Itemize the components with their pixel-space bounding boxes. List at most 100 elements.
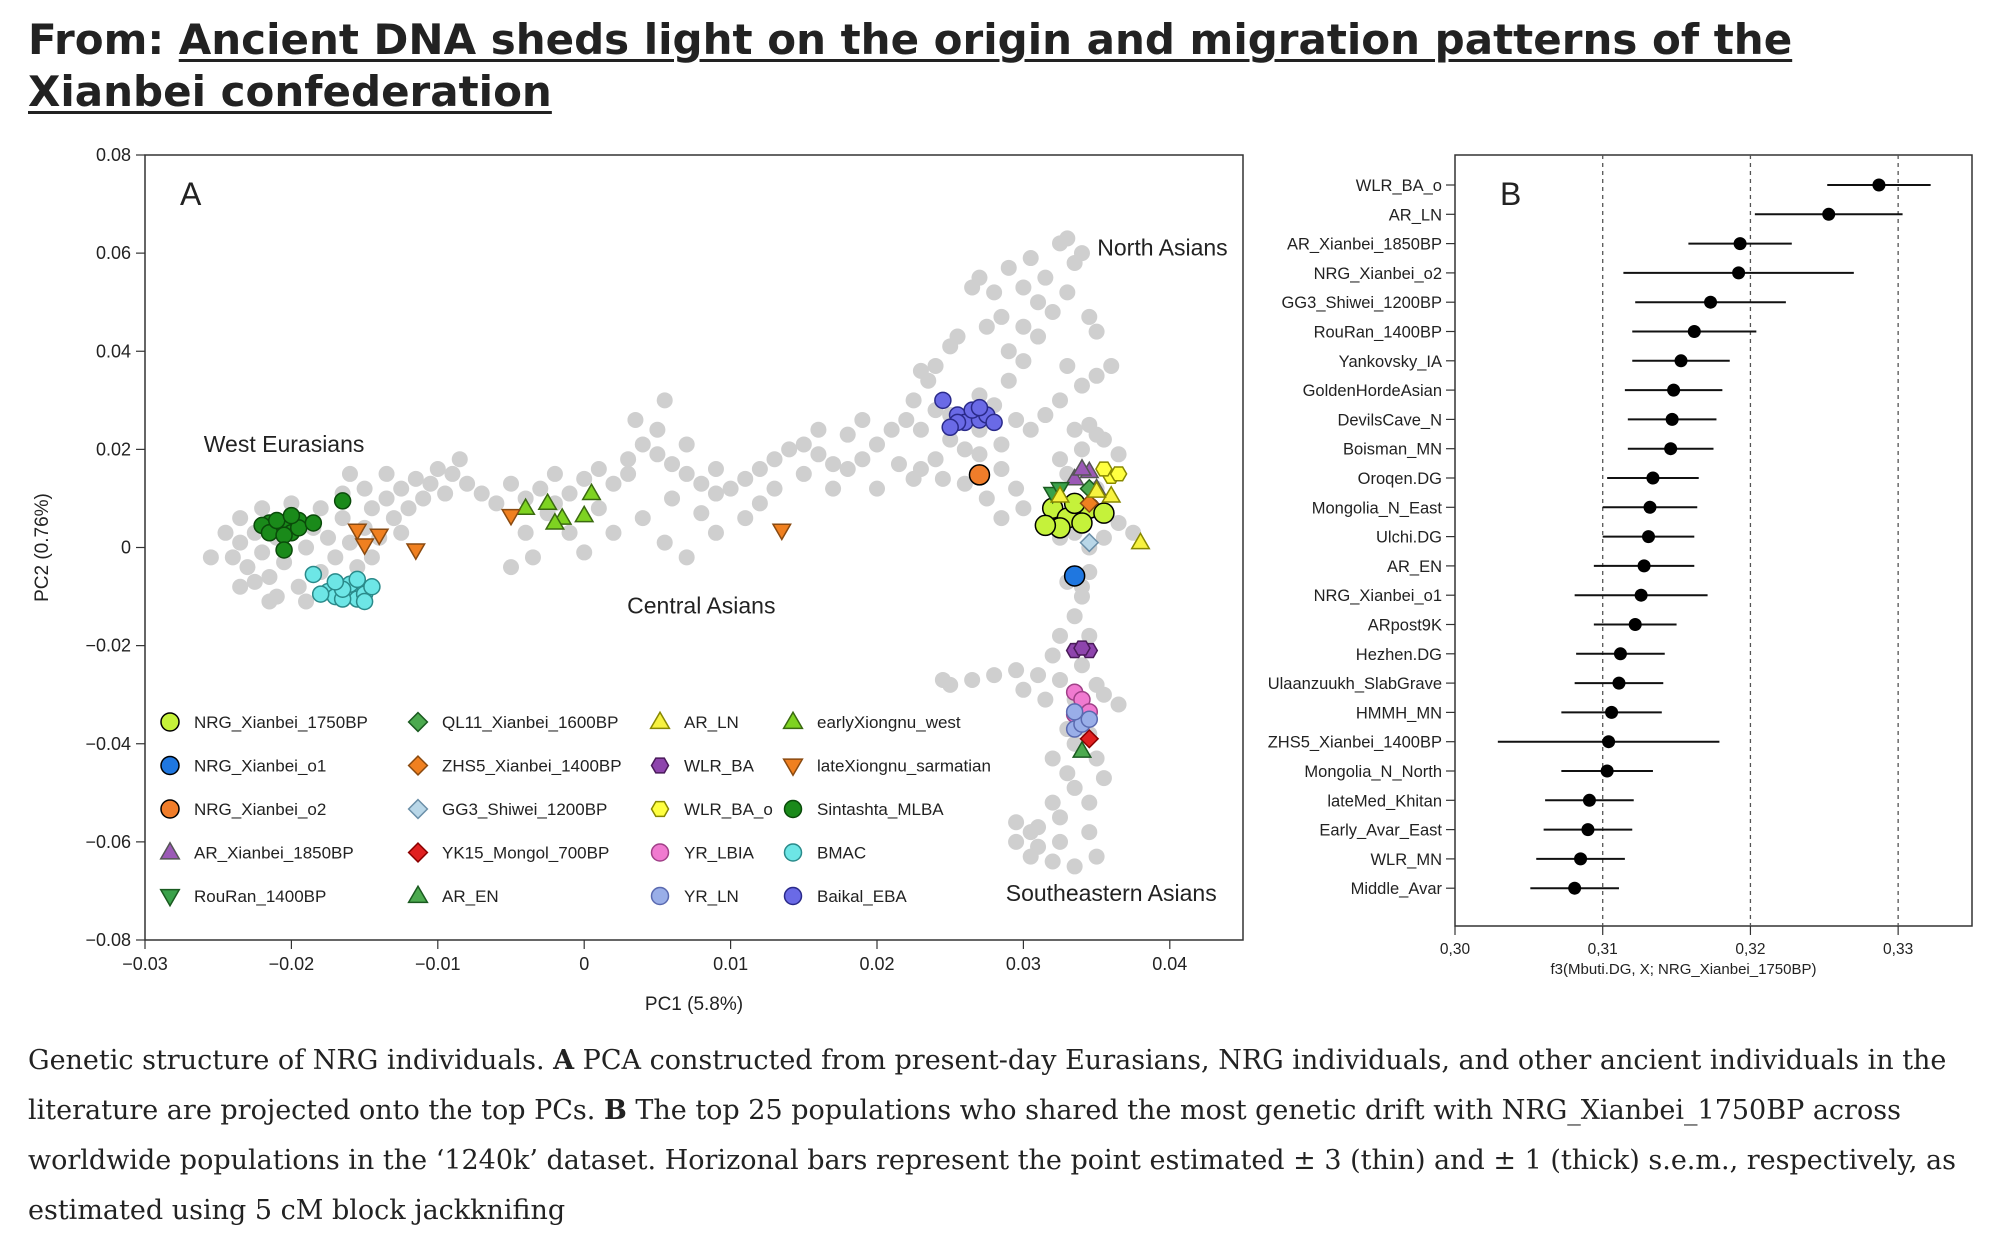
category-label-middle-avar: Middle_Avar: [1351, 880, 1443, 898]
legend-label-yr-ln: YR_LN: [684, 887, 739, 906]
category-label-wlr-mn: WLR_MN: [1370, 851, 1442, 869]
legend-label-yk15-mongol-700bp: YK15_Mongol_700BP: [442, 844, 609, 863]
caption-a-text: PCA constructed from present-day Eurasia…: [28, 1045, 1947, 1126]
point-baikal-eba: [970, 398, 989, 417]
point-gg3-shiwei-1200bp: [1079, 532, 1100, 553]
point-earlyxiongnu-west: [537, 492, 558, 511]
y-tick-label: −0.08: [85, 930, 131, 950]
background-point: [400, 500, 417, 517]
category-label-nrg-xianbei-o1: NRG_Xianbei_o1: [1314, 587, 1442, 605]
f3-panel: WLR_BA_o AR_LN AR_Xianbei_1850BP NRG_Xianbe…: [1268, 154, 1973, 978]
legend-label-nrg-xianbei-1750bp: NRG_Xianbei_1750BP: [194, 713, 368, 732]
category-label-hezhen-dg: Hezhen.DG: [1356, 646, 1442, 664]
background-point: [964, 671, 981, 688]
background-point: [927, 451, 944, 468]
estimate-point-yankovsky-ia: [1674, 354, 1688, 368]
background-point: [422, 475, 439, 492]
x-tick-label: 0.02: [859, 954, 894, 974]
legend-marker-nrg-xianbei-o1: [160, 755, 180, 776]
estimate-point-nrg-xianbei-o1: [1634, 588, 1648, 602]
point-sintashta-mlba: [275, 541, 293, 559]
x-tick-label: 0: [579, 954, 589, 974]
background-point: [942, 338, 959, 355]
point-wlr-ba-o: [1095, 461, 1113, 477]
background-point: [854, 411, 871, 428]
background-point: [1059, 765, 1076, 782]
estimate-point-ar-xianbei-1850bp: [1733, 237, 1747, 251]
point-ar-ln: [1086, 480, 1107, 498]
background-point: [1015, 318, 1032, 335]
legend-marker-nrg-xianbei-o2: [160, 799, 180, 819]
background-point: [1110, 514, 1127, 531]
background-point: [1008, 814, 1025, 831]
point-sintashta-mlba: [268, 511, 286, 530]
region-label-north-asians: North Asians: [1097, 235, 1227, 261]
background-point: [451, 451, 468, 468]
background-point: [890, 456, 907, 473]
background-point: [444, 465, 461, 482]
background-point: [971, 387, 988, 404]
x-tick-label-b: 0,32: [1735, 941, 1765, 958]
background-point: [1030, 294, 1047, 311]
estimate-point-nrg-xianbei-o2: [1732, 266, 1746, 280]
point-baikal-eba: [934, 391, 952, 410]
legend-label-bmac: BMAC: [817, 844, 866, 863]
point-ar-xianbei-1850bp: [1064, 468, 1085, 486]
point-wlr-ba-o: [1109, 466, 1128, 482]
plot-frame-b: [1454, 154, 1973, 927]
legend-marker-gg3-shiwei-1200bp: [407, 798, 429, 820]
background-point: [1052, 833, 1068, 850]
background-point: [1008, 480, 1025, 497]
x-tick-label-b: 0,33: [1883, 941, 1913, 958]
article-title-link[interactable]: Ancient DNA sheds light on the origin an…: [28, 15, 1793, 116]
category-label-early-avar-east: Early_Avar_East: [1319, 822, 1442, 840]
point-nrg-xianbei-o2: [968, 464, 991, 486]
background-point: [239, 559, 256, 576]
x-tick-label: −0.01: [415, 954, 461, 974]
category-label-zhs5-xianbei-1400bp: ZHS5_Xianbei_1400BP: [1268, 734, 1442, 752]
background-point: [795, 436, 812, 453]
x-tick-label: 0.04: [1152, 954, 1187, 974]
legend-marker-earlyxiongnu-west: [782, 710, 804, 730]
legend-marker-wlr-ba: [650, 757, 670, 774]
point-latexiongnu-sarmatian: [405, 543, 426, 561]
background-point: [232, 534, 249, 551]
background-point: [971, 446, 988, 463]
background-point: [1073, 377, 1090, 394]
background-point: [1095, 529, 1112, 546]
background-point: [298, 539, 315, 556]
point-earlyxiongnu-west: [581, 482, 602, 501]
background-point: [532, 480, 549, 497]
background-point: [883, 421, 900, 438]
background-point: [283, 495, 300, 512]
legend-marker-bmac: [783, 843, 803, 862]
category-label-mongolia-n-north: Mongolia_N_North: [1304, 763, 1442, 781]
background-point: [1052, 809, 1068, 826]
caption-b-text: The top 25 populations who shared the mo…: [28, 1095, 1956, 1226]
background-point: [1081, 794, 1098, 811]
background-point: [810, 421, 827, 438]
legend-label-nrg-xianbei-o1: NRG_Xianbei_o1: [194, 757, 326, 776]
background-point: [327, 549, 344, 566]
legend-marker-ar-xianbei-1850bp: [159, 841, 181, 860]
point-baikal-eba: [941, 418, 959, 437]
legend-label-wlr-ba-o: WLR_BA_o: [684, 800, 773, 819]
background-point: [363, 500, 380, 517]
legend-label-yr-lbia: YR_LBIA: [684, 844, 755, 863]
background-point: [1059, 357, 1076, 374]
background-point: [1044, 647, 1061, 664]
y-tick-label: 0: [121, 538, 131, 558]
estimate-point-goldenhordeasian: [1667, 383, 1681, 397]
legend-marker-rouran-1400bp: [159, 888, 181, 908]
x-axis-label-b: f3(Mbuti.DG, X; NRG_Xianbei_1750BP): [1551, 961, 1817, 978]
background-point: [1030, 667, 1047, 684]
background-point: [341, 465, 358, 482]
background-point: [1059, 230, 1076, 247]
background-point: [1066, 608, 1083, 625]
background-point: [1037, 407, 1054, 424]
legend-label-earlyxiongnu-west: earlyXiongnu_west: [817, 713, 961, 732]
background-point: [1008, 411, 1025, 428]
background-point: [590, 461, 607, 477]
background-point: [942, 431, 959, 448]
background-point: [986, 667, 1003, 684]
